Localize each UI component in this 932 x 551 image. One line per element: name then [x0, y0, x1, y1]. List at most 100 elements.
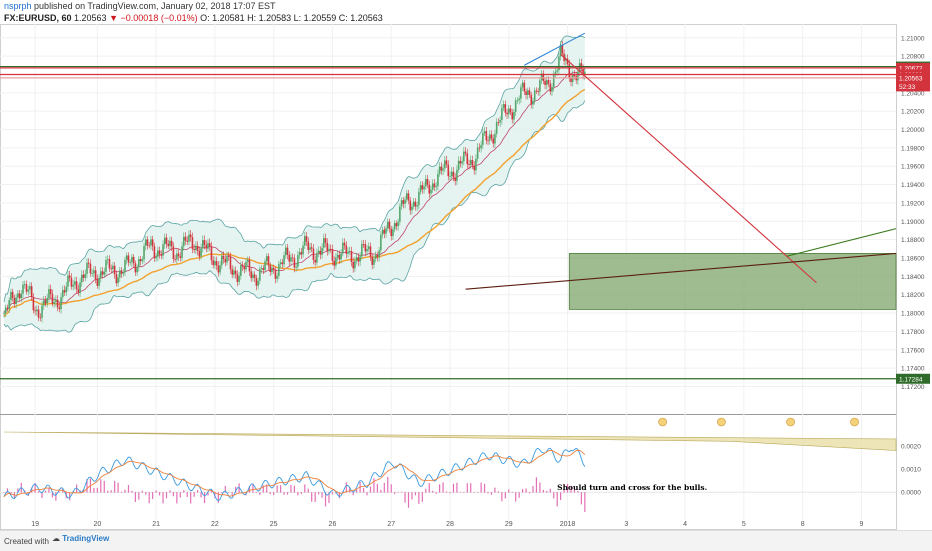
candle-body [250, 271, 252, 278]
macd-histogram-bar [111, 490, 112, 492]
candle-body [432, 183, 434, 189]
candle-body [285, 248, 287, 256]
candle-body [297, 255, 299, 267]
event-marker-flag-icon [659, 418, 667, 426]
macd-histogram-bar [581, 492, 582, 504]
candle-body [295, 267, 297, 268]
tradingview-logo[interactable]: ☁ TradingView [52, 534, 109, 543]
candle-body [449, 176, 451, 177]
macd-histogram-bar [332, 492, 333, 494]
candle-body [536, 91, 538, 92]
candle-body [216, 261, 218, 266]
candle-body [373, 259, 375, 265]
candle-body [188, 235, 190, 242]
candle-body [287, 248, 289, 255]
candle-body [154, 246, 156, 258]
candle-body [147, 239, 149, 245]
candle-body [486, 131, 488, 140]
candle-body [349, 251, 351, 252]
candle-body [556, 70, 558, 71]
candle-body [510, 108, 512, 112]
candle-body [145, 239, 147, 246]
price-chart[interactable]: 1.210001.208001.204001.202001.200001.198… [0, 0, 932, 530]
macd-histogram-bar [425, 489, 426, 493]
candle-body [164, 238, 166, 245]
candle-body [537, 91, 539, 92]
candle-body [513, 112, 515, 119]
candle-body [221, 256, 223, 266]
macd-histogram-bar [183, 490, 184, 492]
candle-body [318, 251, 320, 253]
candle-body [472, 160, 474, 166]
candle-body [539, 80, 541, 91]
candle-body [380, 235, 382, 251]
candle-body [446, 160, 448, 164]
candle-body [392, 229, 394, 236]
candle-body [166, 238, 168, 244]
macd-histogram-bar [411, 492, 412, 499]
candle-body [183, 237, 185, 246]
candle-body [22, 285, 24, 294]
candle-body [150, 239, 152, 245]
candle-body [19, 293, 21, 298]
macd-histogram-bar [221, 492, 222, 493]
candle-body [38, 310, 40, 318]
candle-body [326, 243, 328, 251]
macd-histogram-bar [228, 492, 229, 493]
candle-body [294, 258, 296, 268]
candle-body [105, 260, 107, 272]
macd-histogram-bar [55, 492, 56, 500]
time-tick-label: 5 [742, 521, 746, 528]
price-tick-label: 1.17800 [901, 329, 925, 336]
price-tick-label: 1.20800 [901, 54, 925, 61]
candle-body [333, 261, 335, 266]
price-tick-label: 1.19400 [901, 182, 925, 189]
price-tick-label: 1.19000 [901, 219, 925, 226]
macd-histogram-bar [114, 481, 115, 493]
candle-body [129, 262, 131, 263]
candle-body [43, 300, 45, 305]
candle-body [320, 251, 322, 255]
candle-body [370, 246, 372, 256]
candle-body [311, 247, 313, 248]
candle-body [10, 292, 12, 300]
macd-histogram-bar [128, 485, 129, 493]
time-tick-label: 3 [624, 521, 628, 528]
candle-body [316, 253, 318, 262]
candle-body [24, 284, 26, 285]
candle-body [247, 260, 249, 262]
price-tick-label: 1.17600 [901, 347, 925, 354]
candle-body [461, 161, 463, 163]
candle-body [479, 148, 481, 149]
macd-histogram-bar [436, 492, 437, 494]
macd-histogram-bar [525, 488, 526, 492]
price-tick-label: 1.20200 [901, 109, 925, 116]
candle-body [45, 300, 47, 303]
candle-body [109, 259, 111, 268]
macd-histogram-bar [560, 492, 561, 500]
candle-body [53, 302, 55, 304]
macd-histogram-bar [377, 484, 378, 493]
candle-body [71, 278, 73, 287]
candle-body [52, 294, 54, 304]
macd-histogram-bar [532, 486, 533, 493]
candle-body [261, 268, 263, 269]
candle-body [491, 134, 493, 138]
candle-body [304, 236, 306, 245]
candle-body [332, 249, 334, 261]
candle-body [231, 269, 233, 275]
candle-body [235, 271, 237, 275]
macd-histogram-bar [363, 488, 364, 493]
price-tag-label: 1.17284 [899, 376, 923, 383]
candle-body [548, 80, 550, 84]
price-tag-label: 1.20563 [899, 75, 923, 82]
macd-histogram-bar [408, 492, 409, 508]
candle-body [524, 83, 526, 92]
candle-body [98, 278, 100, 286]
candle-body [161, 254, 163, 255]
candle-body [219, 265, 221, 272]
candle-body [174, 259, 176, 260]
candle-body [195, 246, 197, 250]
macd-histogram-bar [173, 492, 174, 496]
candle-body [117, 277, 119, 283]
